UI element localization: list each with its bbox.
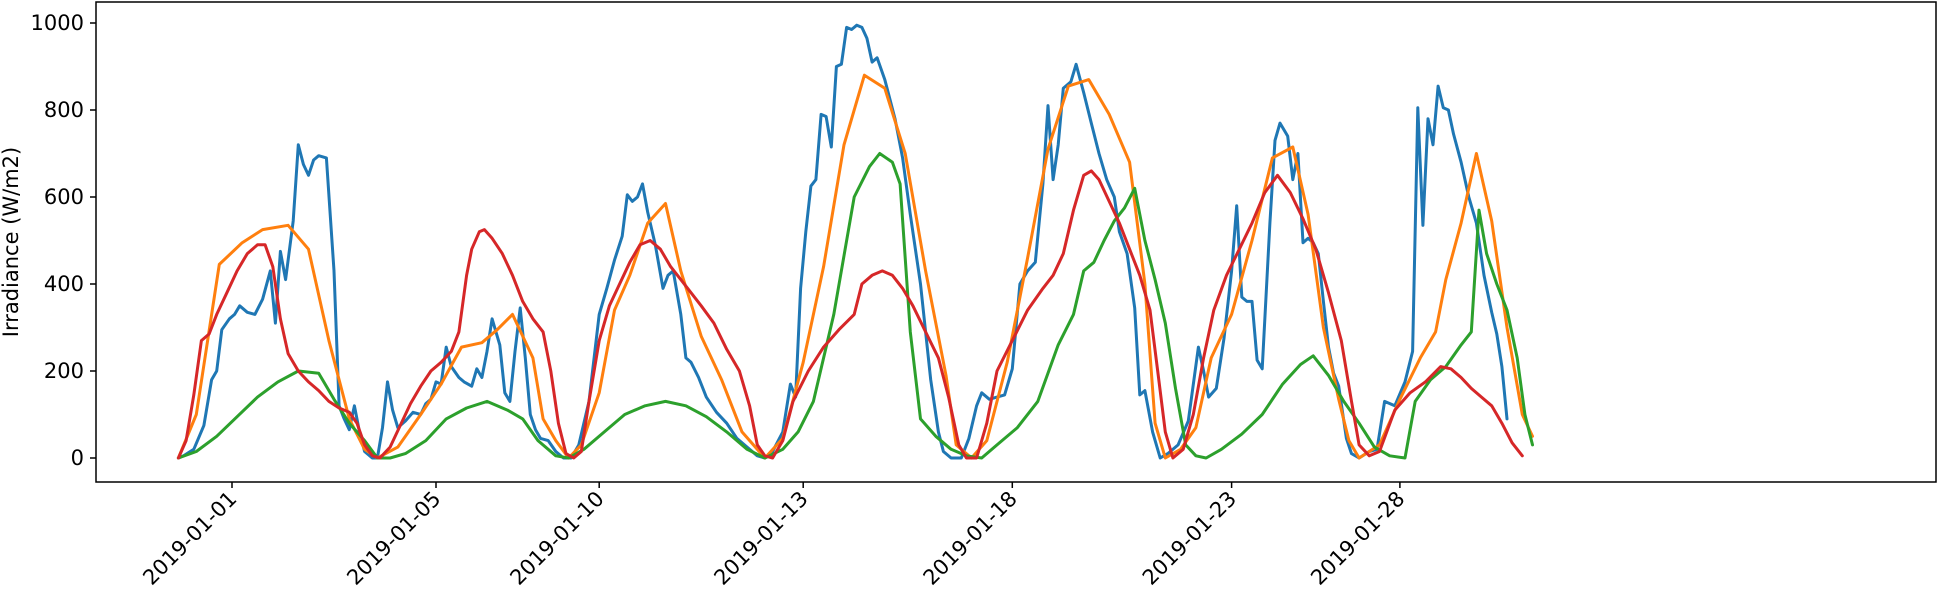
x-tick-label: 2019-01-01: [138, 487, 241, 590]
x-tick-label: 2019-01-18: [919, 487, 1022, 590]
plot-area-frame: [95, 1, 1937, 483]
y-tick-label: 200: [44, 359, 84, 383]
y-tick-label: 0: [71, 446, 84, 470]
series-line-2: [176, 73, 1534, 460]
x-tick-label: 2019-01-23: [1138, 487, 1241, 590]
x-tick-label: 2019-01-05: [342, 487, 445, 590]
x-tick-label: 2019-01-10: [505, 487, 608, 590]
series-line-4: [176, 169, 1524, 460]
y-tick-label: 1000: [31, 11, 84, 35]
y-axis-label: Irradiance (W/m2): [0, 147, 23, 338]
y-tick-label: 800: [44, 98, 84, 122]
x-tick-label: 2019-01-13: [709, 487, 812, 590]
x-tick-label: 2019-01-28: [1306, 487, 1409, 590]
series-line-3: [176, 152, 1534, 460]
x-axis: 2019-01-01 2019-01-05 2019-01-10 2019-01-13…: [138, 482, 1409, 590]
series-line-1: [176, 23, 1509, 460]
y-tick-label: 600: [44, 185, 84, 209]
y-axis: 0 200 400 600 800 1000: [31, 11, 96, 470]
series-layer: [176, 23, 1534, 460]
y-tick-label: 400: [44, 272, 84, 296]
